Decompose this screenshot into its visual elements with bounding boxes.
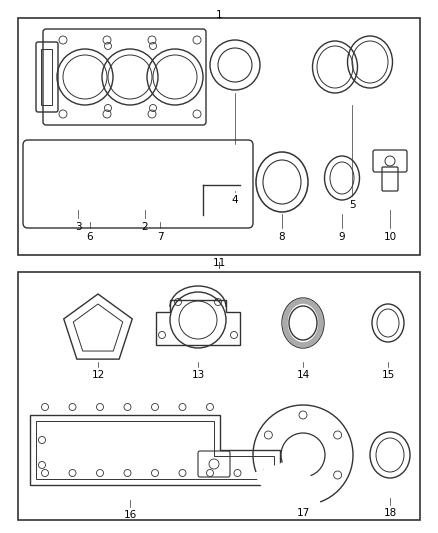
Text: 7: 7 (157, 232, 163, 242)
Text: 16: 16 (124, 510, 137, 520)
Wedge shape (254, 455, 321, 507)
Text: 11: 11 (212, 258, 226, 268)
Text: 8: 8 (279, 232, 285, 242)
Text: 1: 1 (215, 10, 223, 20)
Text: 3: 3 (75, 222, 81, 232)
Text: 6: 6 (87, 232, 93, 242)
Bar (18, 272, 420, 520)
Text: 4: 4 (232, 195, 238, 205)
Bar (18, 18, 420, 255)
Bar (203, 145, 248, 190)
Text: 13: 13 (191, 370, 205, 380)
Text: 5: 5 (349, 200, 355, 210)
Text: 2: 2 (141, 222, 148, 232)
Text: 14: 14 (297, 370, 310, 380)
Text: 10: 10 (383, 232, 396, 242)
Text: 15: 15 (381, 370, 395, 380)
Text: 18: 18 (383, 508, 397, 518)
Text: 17: 17 (297, 508, 310, 518)
Text: 12: 12 (92, 370, 105, 380)
Text: 9: 9 (339, 232, 345, 242)
